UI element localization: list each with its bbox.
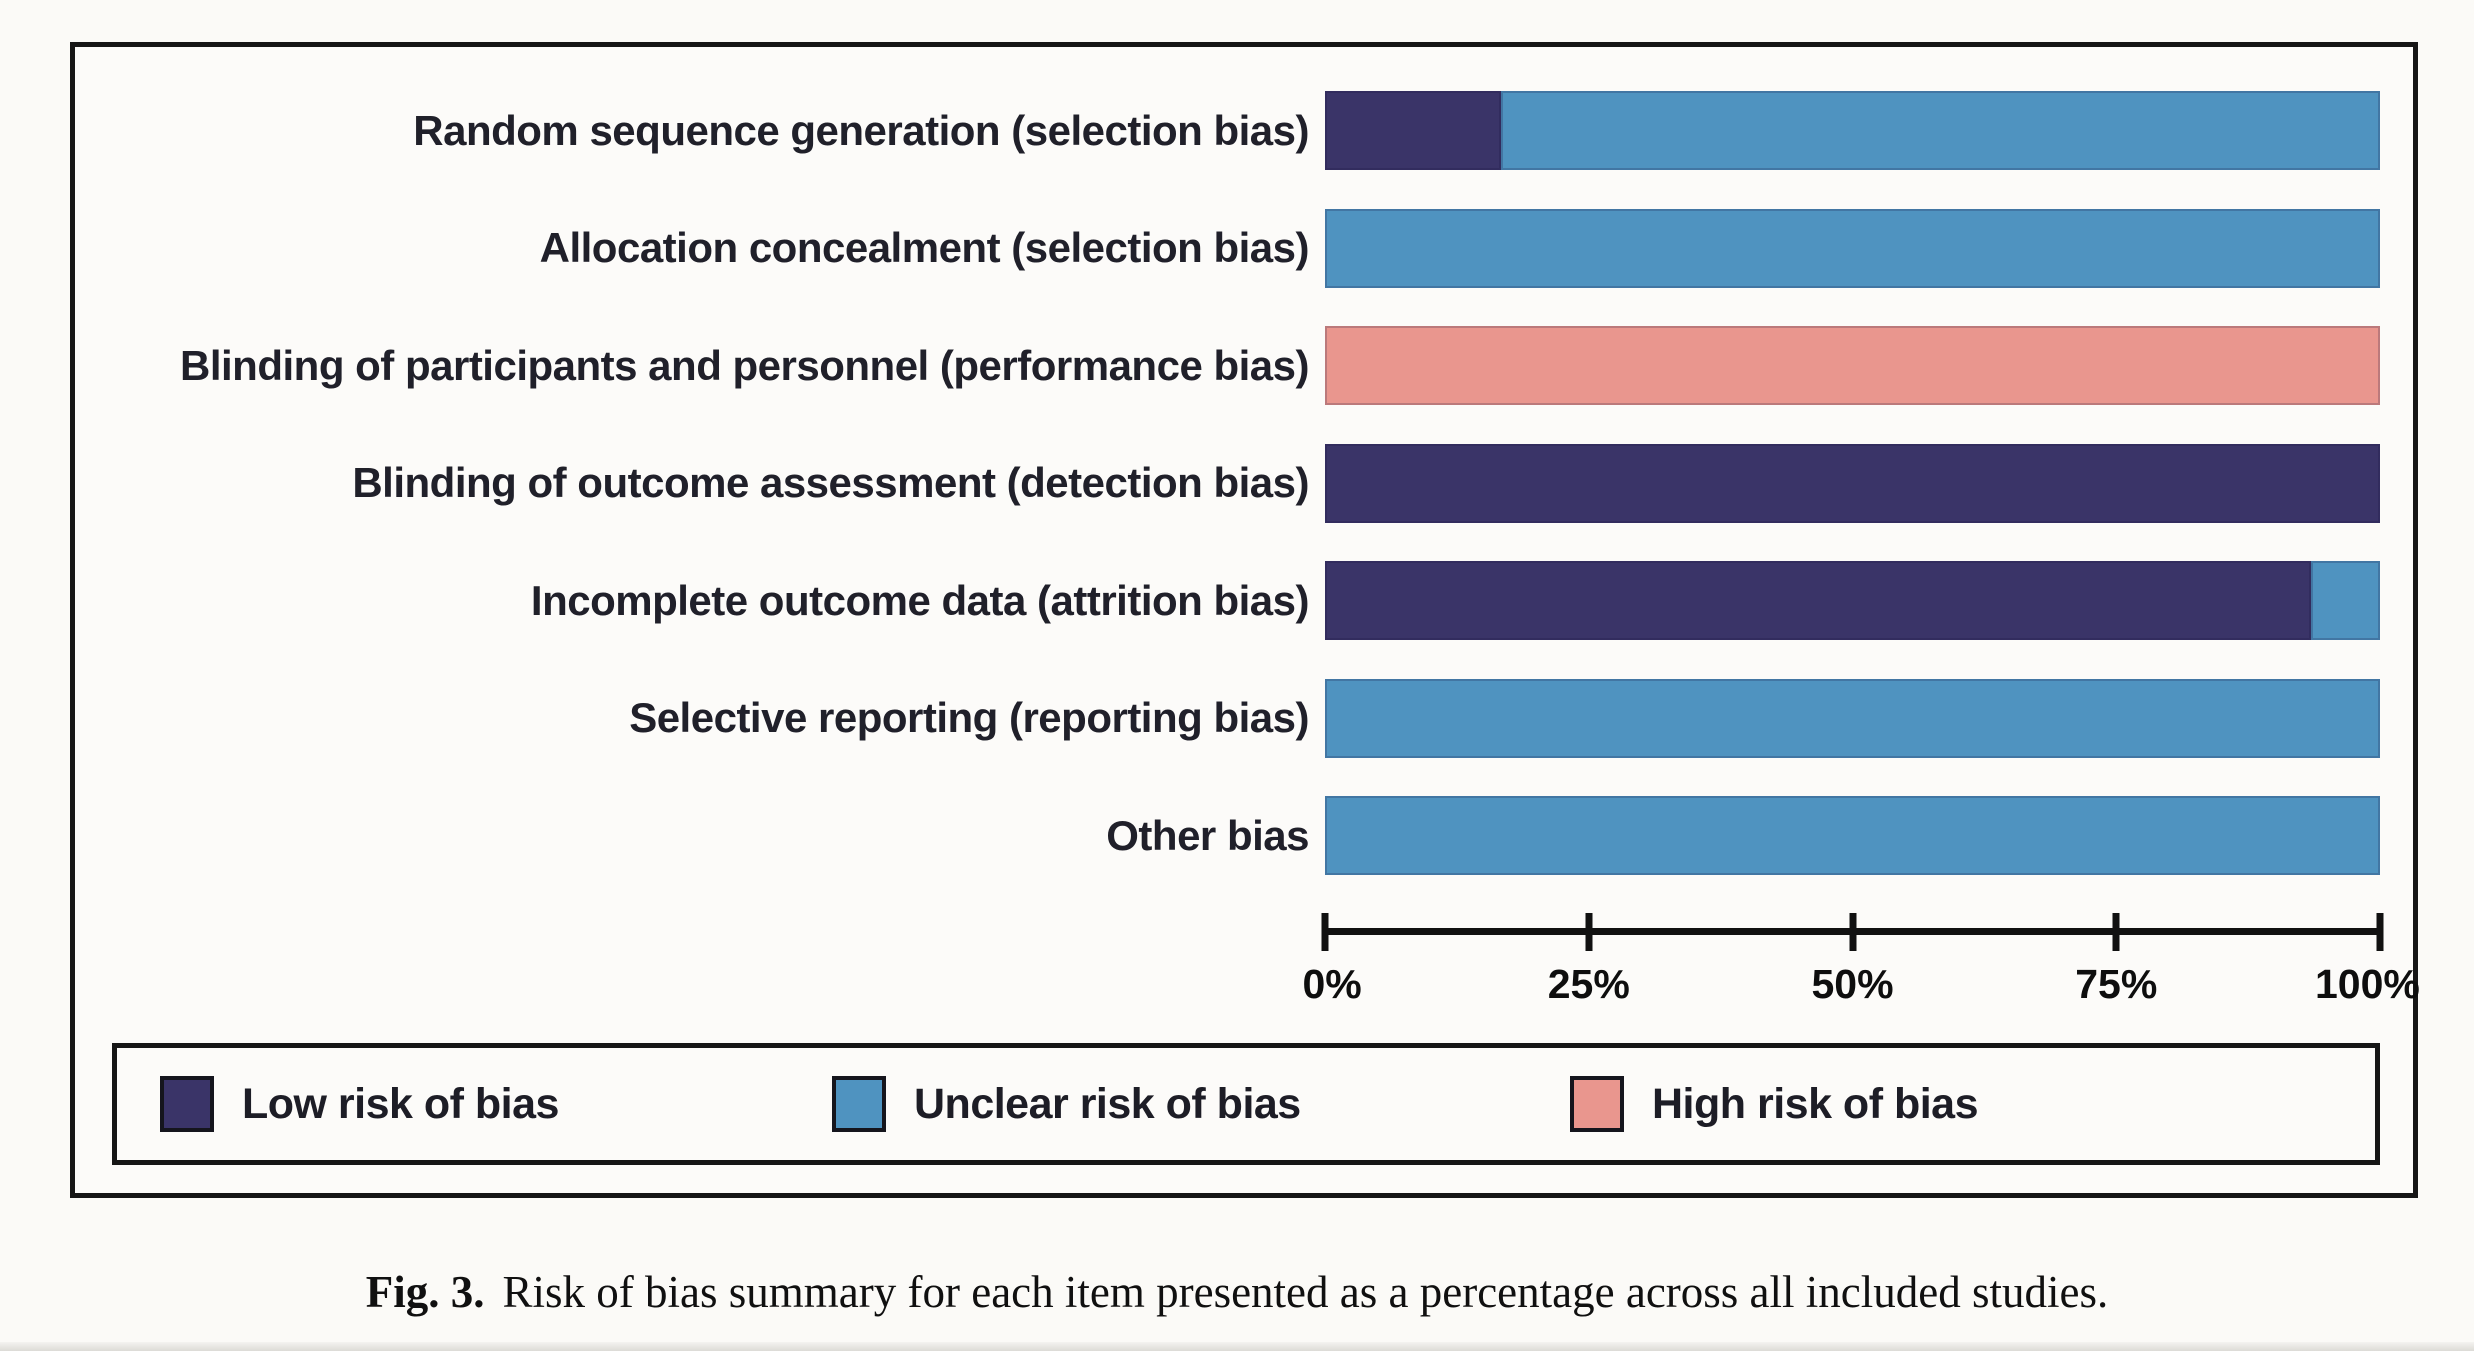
category-label: Incomplete outcome data (attrition bias) bbox=[530, 576, 1310, 624]
legend-item-high-risk: High risk of bias bbox=[1570, 1076, 1979, 1132]
legend-swatch-low-risk bbox=[160, 1076, 214, 1132]
axis-tick bbox=[1849, 913, 1856, 951]
chart-row: Incomplete outcome data (attrition bias) bbox=[75, 561, 2413, 640]
figure-caption: Fig. 3. Risk of bias summary for each ite… bbox=[0, 1266, 2474, 1318]
bar-track bbox=[1325, 208, 2380, 288]
category-label: Blinding of participants and personnel (… bbox=[180, 341, 1309, 389]
axis-tick-label: 25% bbox=[1547, 961, 1630, 1007]
bar-track bbox=[1325, 796, 2380, 875]
category-label: Selective reporting (reporting bias) bbox=[629, 694, 1309, 741]
bar-track bbox=[1325, 561, 2380, 640]
chart-rows: Random sequence generation (selection bi… bbox=[75, 91, 2413, 914]
legend-item-low-risk: Low risk of bias bbox=[160, 1076, 559, 1132]
page-edge-artifact bbox=[0, 1342, 2474, 1351]
legend-label-low-risk: Low risk of bias bbox=[242, 1079, 559, 1128]
bar-segment-unclear-risk bbox=[2311, 561, 2380, 640]
axis-tick bbox=[1585, 913, 1593, 951]
bar-segment-low-risk bbox=[1325, 561, 2312, 640]
legend-label-high-risk: High risk of bias bbox=[1652, 1079, 1979, 1128]
category-label: Blinding of outcome assessment (detectio… bbox=[352, 459, 1309, 506]
chart-row: Allocation concealment (selection bias) bbox=[75, 208, 2413, 288]
chart-row: Other bias bbox=[75, 796, 2413, 875]
legend-label-unclear-risk: Unclear risk of bias bbox=[914, 1079, 1301, 1128]
chart-row: Selective reporting (reporting bias) bbox=[75, 678, 2413, 758]
bar-track bbox=[1325, 326, 2380, 405]
legend-swatch-unclear-risk bbox=[832, 1076, 886, 1132]
chart-row: Blinding of participants and personnel (… bbox=[75, 326, 2413, 405]
category-label: Other bias bbox=[1106, 811, 1309, 859]
legend-item-unclear-risk: Unclear risk of bias bbox=[832, 1076, 1301, 1132]
bar-segment-low-risk bbox=[1325, 91, 1502, 170]
caption-text: Risk of bias summary for each item prese… bbox=[502, 1267, 2109, 1317]
bar-segment-unclear-risk bbox=[1501, 91, 2380, 170]
bar-segment-high-risk bbox=[1325, 326, 2380, 405]
bar-track bbox=[1325, 443, 2380, 523]
legend-swatch-high-risk bbox=[1570, 1076, 1624, 1132]
bar-segment-unclear-risk bbox=[1325, 208, 2380, 288]
axis-tick bbox=[2112, 913, 2120, 951]
axis-tick bbox=[1321, 913, 1329, 951]
axis-tick-label: 100% bbox=[2314, 961, 2420, 1007]
bar-track bbox=[1325, 91, 2380, 170]
bar-segment-unclear-risk bbox=[1325, 678, 2380, 758]
bar-track bbox=[1325, 678, 2380, 758]
axis-tick-label: 50% bbox=[1811, 961, 1894, 1007]
risk-of-bias-figure: Random sequence generation (selection bi… bbox=[70, 42, 2420, 1198]
chart-row: Random sequence generation (selection bi… bbox=[75, 91, 2413, 170]
category-label: Allocation concealment (selection bias) bbox=[539, 224, 1310, 271]
axis-tick-label: 0% bbox=[1302, 961, 1362, 1007]
axis-tick-label: 75% bbox=[2075, 961, 2158, 1007]
bar-segment-low-risk bbox=[1325, 443, 2380, 523]
category-label: Random sequence generation (selection bi… bbox=[413, 106, 1309, 154]
x-axis: 0% 25% 50% 75% 100% bbox=[1302, 913, 2420, 1053]
bar-segment-unclear-risk bbox=[1325, 796, 2380, 875]
chart-row: Blinding of outcome assessment (detectio… bbox=[75, 443, 2413, 523]
legend-box: Low risk of bias Unclear risk of bias Hi… bbox=[112, 1043, 2380, 1165]
axis-tick bbox=[2376, 913, 2384, 951]
caption-number: Fig. 3. bbox=[365, 1267, 485, 1317]
